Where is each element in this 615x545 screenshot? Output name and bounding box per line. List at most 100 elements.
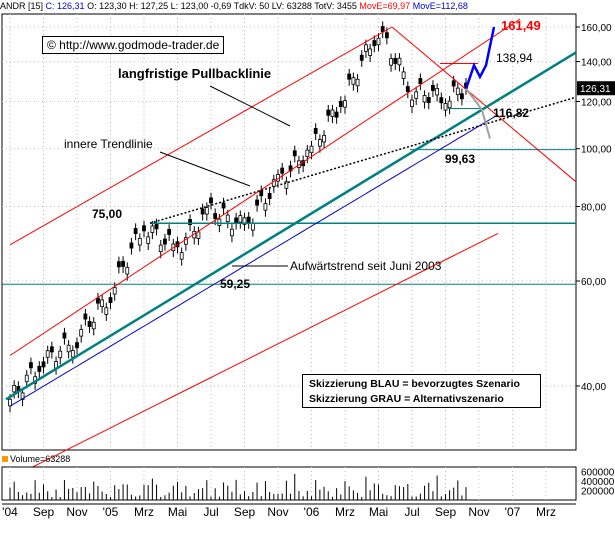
candle-body: [8, 398, 12, 407]
symbol: ANDR [15]: [0, 1, 44, 11]
y-tick-label: 160,00: [581, 23, 612, 34]
candle-body: [401, 71, 406, 79]
candle-body: [246, 216, 251, 223]
change-value: -0,69: [210, 1, 232, 11]
level-label-161: 161,49: [501, 18, 541, 33]
candle-body: [343, 100, 347, 108]
candle-body: [355, 78, 360, 87]
level-label-59: 59,25: [220, 277, 251, 291]
candle-body: [364, 44, 368, 52]
candle-body: [426, 97, 431, 104]
volume-label: Volume=63288: [10, 454, 71, 464]
axis-layer: '04 Sep Nov '05 Mrz Mai Jul Sep Nov '06 Mrz Mai Jul S…: [2, 23, 615, 519]
candle-body: [79, 329, 84, 337]
candle-body: [58, 350, 63, 359]
y-tick-label: 40,00: [581, 382, 606, 393]
annotation-pullback: langfristige Pullbacklinie: [118, 66, 272, 81]
candle-body: [45, 350, 50, 358]
candle-body: [359, 54, 364, 61]
vol-tick-label: 400000: [581, 477, 615, 488]
x-tick-label: Sep: [234, 505, 256, 519]
candle-body: [414, 91, 419, 99]
annotation-arrow: [209, 85, 291, 127]
candle-body: [221, 202, 226, 209]
candle-body: [267, 193, 272, 199]
candle-body: [112, 287, 117, 295]
candle-body: [313, 127, 318, 134]
candle-body: [41, 361, 46, 368]
annotation-uptrend: Aufwärtstrend seit Juni 2003: [290, 259, 442, 273]
moving-average-fast: [9, 114, 499, 407]
y-tick-label: 80,00: [581, 203, 606, 214]
candle-body: [263, 203, 268, 211]
candle-body: [142, 225, 146, 232]
candle-body: [439, 97, 444, 104]
candle-body: [255, 199, 259, 206]
candle-body: [154, 223, 159, 230]
candle-body: [37, 365, 42, 372]
high-value: H: 127,25: [129, 1, 169, 11]
candle-body: [129, 242, 134, 249]
candle-body: [393, 57, 398, 64]
candle-body: [62, 332, 67, 339]
candle-body: [125, 267, 130, 275]
candle-body: [380, 26, 385, 33]
candle-body: [230, 228, 234, 237]
candle-body: [179, 252, 184, 260]
candle-body: [351, 77, 356, 85]
candle-body: [108, 297, 113, 304]
candle-body: [368, 48, 373, 56]
y-tick-label: 100,00: [581, 145, 612, 156]
level-label-99: 99,63: [445, 152, 476, 166]
channel-upper-line: [9, 26, 393, 246]
candle-body: [292, 150, 297, 157]
x-tick-label: Mrz: [536, 505, 556, 519]
totv-value: TotV: 3455: [314, 1, 357, 11]
candle-body: [87, 321, 92, 327]
candle-body: [250, 223, 255, 231]
candle-body: [242, 217, 247, 225]
candle-body: [24, 374, 29, 383]
x-tick-label: '07: [505, 505, 521, 519]
candle-body: [66, 344, 71, 353]
x-tick-label: Nov: [66, 505, 87, 519]
candle-body: [150, 225, 155, 233]
candle-body: [213, 213, 218, 220]
candle-body: [309, 145, 314, 154]
x-tick-label: Nov: [267, 505, 288, 519]
y-tick-label: 120,00: [581, 97, 612, 108]
x-tick-label: Sep: [33, 505, 55, 519]
annotation-inner-trend: innere Trendlinie: [64, 137, 153, 151]
candle-body: [455, 87, 460, 96]
price-panel: [1, 13, 577, 479]
ma2-value: MovE=112,68: [412, 1, 468, 11]
candle-body: [334, 111, 339, 118]
candle-body: [70, 350, 75, 358]
candle-body: [322, 134, 326, 143]
candle-body: [49, 346, 54, 353]
candle-body: [121, 260, 125, 267]
candle-body: [217, 218, 222, 226]
x-tick-label: Nov: [468, 505, 489, 519]
scenario-legend: Skizzierung BLAU = bevorzugtes Szenario …: [302, 374, 541, 408]
x-tick-label: Mai: [369, 505, 388, 519]
candle-body: [196, 231, 201, 239]
candle-body: [20, 392, 25, 400]
candle-body: [29, 362, 33, 369]
x-tick-label: '05: [103, 505, 119, 519]
volume-header: Volume=63288: [0, 454, 576, 465]
x-tick-label: Jul: [203, 505, 218, 519]
candle-body: [104, 307, 109, 315]
level-label-116: 116,82: [493, 106, 530, 120]
copyright-box: © http://www.godmode-trader.de: [42, 36, 225, 54]
annotation-arrow: [159, 151, 251, 187]
candle-body: [317, 139, 322, 147]
candle-body: [376, 37, 381, 46]
last-price-badge: [577, 81, 615, 96]
candle-body: [75, 342, 79, 349]
candle-body: [280, 167, 285, 174]
candle-body: [259, 190, 264, 197]
candle-body: [163, 238, 167, 245]
candle-body: [83, 313, 88, 320]
